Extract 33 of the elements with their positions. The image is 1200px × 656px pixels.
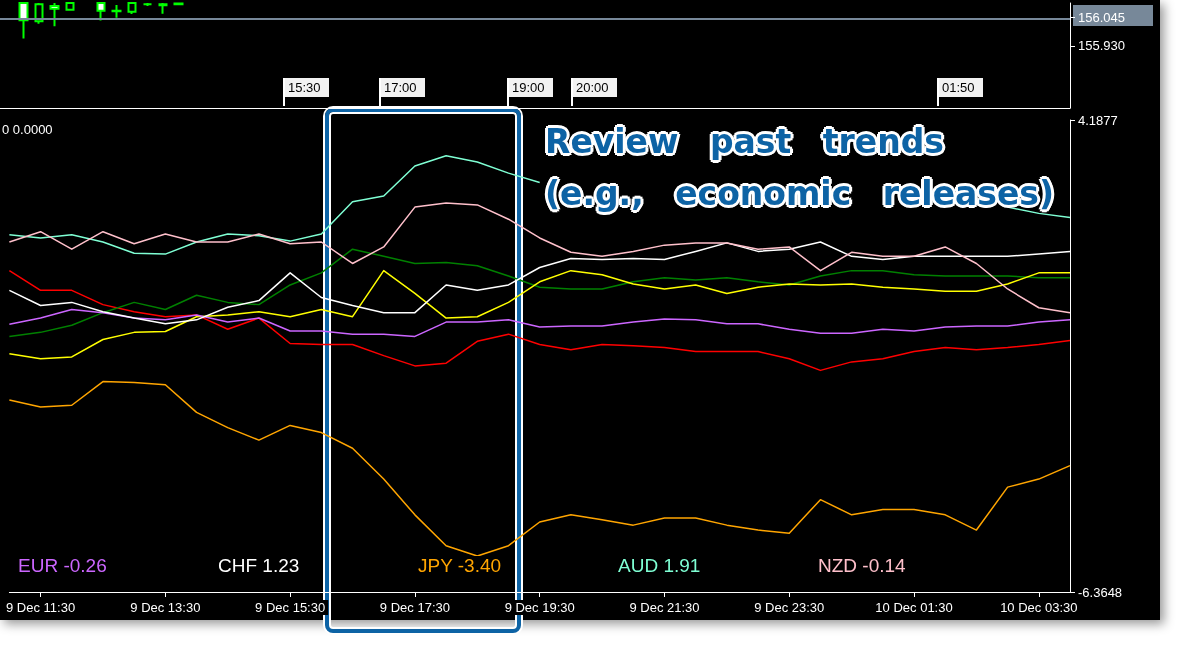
x-tick-label: 10 Dec 01:30 xyxy=(875,600,953,615)
annotation: 15:30 xyxy=(285,78,329,97)
text: CHF 1.23 xyxy=(218,555,300,576)
annotation: Review past trends (e.g., economic releases) xyxy=(545,121,1056,215)
annotation: 19:00 xyxy=(509,78,553,97)
y-tick-label: -6.3648 xyxy=(1078,584,1123,600)
x-tick-label: 9 Dec 15:30 xyxy=(255,600,326,615)
x-tick-label: 10 Dec 03:30 xyxy=(1000,600,1078,615)
line-series xyxy=(8,380,1071,557)
text: NZD -0.14 xyxy=(818,555,907,576)
x-tick-label: 9 Dec 21:30 xyxy=(629,600,700,615)
candlestick xyxy=(111,3,122,19)
x-tick-label: 9 Dec 17:30 xyxy=(379,600,450,615)
y-tick-label: 4.1877 xyxy=(1078,112,1118,128)
text: AUD 1.91 xyxy=(618,555,701,576)
y-tick-label: 155.930 xyxy=(1078,38,1125,54)
text: EUR -0.26 xyxy=(18,555,107,576)
line-series xyxy=(8,308,1071,338)
y-tick-label: 156.045 xyxy=(1078,10,1125,26)
annotation: 01:50 xyxy=(939,78,983,97)
x-tick-label: 9 Dec 19:30 xyxy=(504,600,575,615)
x-tick-label: 9 Dec 23:30 xyxy=(754,600,825,615)
candlestick xyxy=(49,2,60,28)
x-tick-label: 9 Dec 13:30 xyxy=(130,600,201,615)
candlestick xyxy=(18,2,29,40)
line-series xyxy=(8,248,1071,338)
annotation: 0 0.0000 xyxy=(2,122,53,137)
candlestick xyxy=(173,2,184,6)
candlestick xyxy=(142,2,153,7)
x-tick-label: 9 Dec 11:30 xyxy=(6,600,76,615)
annotation: 17:00 xyxy=(381,78,425,97)
series-label: JPY -3.40 xyxy=(418,555,502,576)
annotation: 20:00 xyxy=(573,78,617,97)
